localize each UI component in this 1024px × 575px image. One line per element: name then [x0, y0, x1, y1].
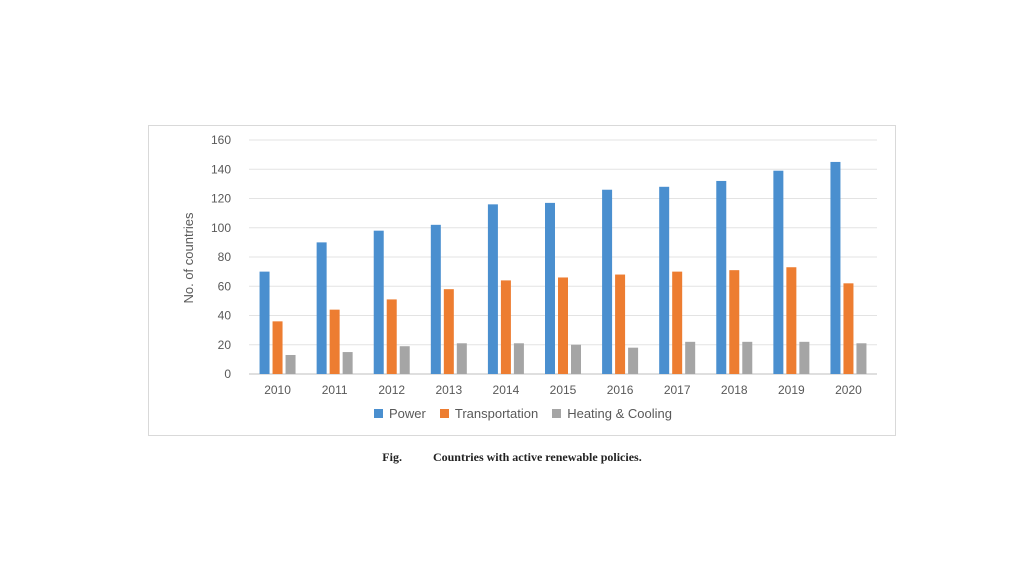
- y-tick-label: 100: [211, 221, 231, 235]
- caption-text: Countries with active renewable policies…: [432, 450, 642, 464]
- bar-transportation: [272, 321, 283, 374]
- bar-heating-cooling: [285, 354, 296, 374]
- bar-heating-cooling: [685, 341, 696, 374]
- bar-heating-cooling: [513, 343, 524, 374]
- bar-transportation: [615, 274, 626, 374]
- x-axis-ticks: 2010 2011 2012 2013 2014 2015 2016 2017 2018 2019…: [264, 383, 862, 397]
- bar-power: [773, 170, 784, 374]
- bar-transportation: [672, 271, 683, 374]
- chart-frame: 0 20 40 60 80 100 120 140 160 2010 2011 2012 2013 20…: [148, 125, 896, 436]
- bar-power: [316, 242, 327, 374]
- x-tick-label: 2012: [378, 383, 405, 397]
- bar-power: [830, 161, 841, 374]
- y-axis-title: No. of countries: [181, 212, 196, 304]
- legend-swatch: [552, 409, 562, 418]
- legend-label: Power: [389, 406, 426, 421]
- bar-power: [545, 202, 555, 374]
- x-tick-label: 2019: [778, 383, 805, 397]
- bar-heating-cooling: [742, 341, 753, 374]
- bar-power: [659, 186, 670, 374]
- y-tick-label: 40: [218, 309, 232, 323]
- x-tick-label: 2010: [264, 383, 291, 397]
- bar-power: [259, 271, 270, 374]
- y-tick-label: 0: [224, 367, 231, 381]
- legend: Power Transportation Heating & Cooling: [149, 406, 897, 421]
- bar-heating-cooling: [399, 346, 410, 374]
- y-tick-label: 20: [218, 338, 232, 352]
- x-tick-label: 2020: [835, 383, 862, 397]
- bar-power: [487, 204, 498, 374]
- bar-power: [716, 180, 727, 374]
- legend-swatch: [374, 409, 383, 418]
- bar-power: [602, 189, 613, 374]
- bar-heating-cooling: [342, 352, 353, 374]
- y-tick-label: 160: [211, 133, 231, 147]
- bar-transportation: [558, 277, 568, 374]
- y-tick-label: 80: [218, 250, 232, 264]
- figure-caption: Fig. Countries with active renewable pol…: [0, 450, 1024, 465]
- bar-power: [373, 230, 384, 374]
- bar-transportation: [843, 283, 854, 374]
- bar-heating-cooling: [571, 344, 581, 374]
- legend-item: Heating & Cooling: [552, 406, 672, 421]
- gridlines: [249, 139, 877, 375]
- bar-transportation: [329, 309, 340, 374]
- legend-label: Transportation: [454, 406, 539, 421]
- legend-swatch: [439, 409, 449, 418]
- y-tick-label: 60: [218, 279, 232, 293]
- bars: [259, 161, 867, 374]
- x-tick-label: 2013: [435, 383, 462, 397]
- x-tick-label: 2014: [493, 383, 520, 397]
- bar-transportation: [500, 280, 511, 374]
- y-tick-label: 120: [211, 192, 231, 206]
- bar-heating-cooling: [799, 341, 810, 374]
- x-tick-label: 2016: [607, 383, 634, 397]
- bar-heating-cooling: [456, 343, 467, 374]
- legend-label: Heating & Cooling: [567, 406, 672, 421]
- bar-transportation: [729, 270, 740, 374]
- caption-label: Fig.: [382, 450, 402, 464]
- bar-transportation: [386, 299, 397, 374]
- legend-item: Transportation: [439, 406, 539, 421]
- x-tick-label: 2018: [721, 383, 748, 397]
- y-tick-label: 140: [211, 162, 231, 176]
- bar-heating-cooling: [628, 347, 639, 374]
- x-tick-label: 2011: [322, 383, 348, 397]
- bar-transportation: [786, 267, 797, 374]
- bar-transportation: [443, 289, 454, 374]
- x-tick-label: 2017: [664, 383, 691, 397]
- y-axis-ticks: 0 20 40 60 80 100 120 140 160: [211, 133, 231, 381]
- bar-heating-cooling: [856, 343, 867, 374]
- x-tick-label: 2015: [550, 383, 577, 397]
- legend-item: Power: [374, 406, 426, 421]
- bar-power: [430, 224, 441, 374]
